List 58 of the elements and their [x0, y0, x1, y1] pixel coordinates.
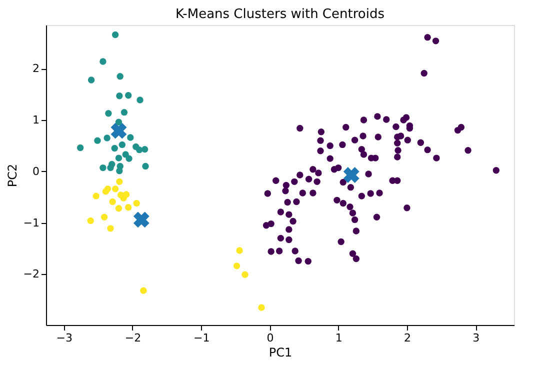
point	[124, 92, 132, 99]
point	[242, 271, 248, 278]
point	[115, 154, 122, 162]
point	[76, 144, 84, 152]
x-tick-label: −2	[124, 332, 142, 344]
point	[110, 122, 127, 139]
point	[100, 58, 106, 65]
x-tick-label: −1	[193, 332, 210, 344]
point	[343, 167, 360, 183]
point	[112, 31, 119, 38]
point	[140, 287, 147, 294]
x-tick-label: −3	[56, 332, 72, 344]
point	[236, 247, 243, 254]
point	[118, 141, 126, 148]
point	[258, 304, 265, 311]
chart-title: K-Means Clusters with Centroids	[176, 7, 385, 22]
point	[115, 205, 122, 212]
point	[127, 134, 134, 141]
point	[112, 186, 119, 192]
point	[115, 118, 122, 126]
point	[100, 164, 106, 172]
point	[109, 198, 116, 206]
y-tick-label: −1	[23, 216, 40, 230]
point	[102, 188, 110, 195]
point	[133, 212, 150, 228]
point	[141, 146, 148, 153]
point	[107, 225, 114, 232]
point	[94, 137, 101, 144]
point	[136, 96, 144, 104]
point	[88, 76, 95, 84]
y-tick-label: 2	[32, 62, 40, 76]
point	[116, 178, 123, 186]
x-tick-label: 3	[472, 332, 480, 344]
y-tick-label: 1	[32, 114, 40, 127]
point	[105, 110, 112, 117]
point	[233, 262, 240, 270]
point	[111, 144, 118, 152]
y-axis-title: PC2	[5, 164, 20, 188]
point	[107, 164, 114, 172]
point	[133, 200, 140, 207]
x-tick-label: 1	[335, 332, 342, 344]
point	[116, 168, 123, 174]
x-tick-label: 2	[404, 332, 411, 344]
point	[100, 214, 108, 220]
point	[136, 146, 143, 154]
y-tick-label: 0	[32, 164, 40, 178]
point	[116, 92, 123, 100]
x-tick-label: 0	[266, 332, 274, 344]
point	[120, 108, 128, 116]
point	[126, 155, 132, 162]
point	[116, 73, 124, 80]
point	[92, 192, 100, 200]
x-axis-title: PC1	[268, 346, 292, 360]
point	[142, 162, 149, 170]
y-tick-label: −2	[23, 268, 40, 281]
point	[87, 217, 94, 224]
point	[124, 204, 132, 211]
point	[104, 134, 110, 142]
